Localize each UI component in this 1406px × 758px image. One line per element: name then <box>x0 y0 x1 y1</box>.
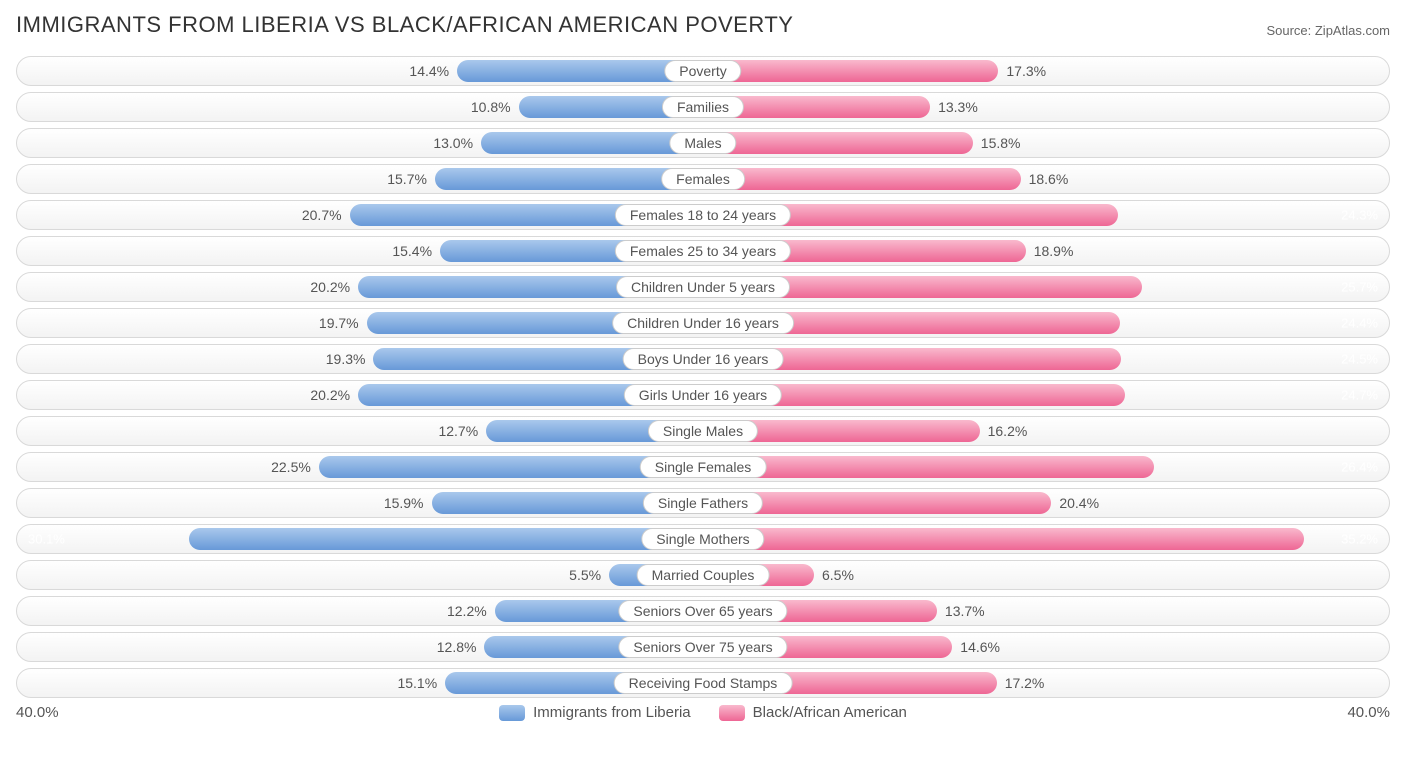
chart-title: IMMIGRANTS FROM LIBERIA VS BLACK/AFRICAN… <box>16 12 793 38</box>
chart-row: 12.8% 14.6% Seniors Over 75 years <box>16 632 1390 662</box>
category-label: Single Mothers <box>641 528 764 550</box>
chart-row: 5.5% 6.5% Married Couples <box>16 560 1390 590</box>
value-right: 35.2% <box>1341 532 1378 547</box>
category-label: Poverty <box>664 60 741 82</box>
category-label: Single Males <box>648 420 758 442</box>
legend-item-right: Black/African American <box>719 704 907 721</box>
chart-row: 30.1% 35.2% Single Mothers <box>16 524 1390 554</box>
value-left: 15.9% <box>384 495 424 511</box>
value-right: 18.9% <box>1034 243 1074 259</box>
category-label: Seniors Over 75 years <box>618 636 787 658</box>
chart-row: 22.5% 26.4% Single Females <box>16 452 1390 482</box>
category-label: Males <box>669 132 736 154</box>
chart-row: 19.3% 24.5% Boys Under 16 years <box>16 344 1390 374</box>
category-label: Single Females <box>640 456 767 478</box>
value-left: 10.8% <box>471 99 511 115</box>
legend-swatch-left <box>499 705 525 721</box>
bar-right <box>703 132 973 154</box>
value-right: 17.3% <box>1006 63 1046 79</box>
category-label: Children Under 16 years <box>612 312 794 334</box>
bar-right <box>703 456 1154 478</box>
category-label: Girls Under 16 years <box>624 384 782 406</box>
value-right: 13.3% <box>938 99 978 115</box>
value-left: 15.7% <box>387 171 427 187</box>
bar-right <box>703 528 1304 550</box>
chart-row: 20.2% 24.7% Girls Under 16 years <box>16 380 1390 410</box>
category-label: Married Couples <box>637 564 770 586</box>
chart-row: 15.7% 18.6% Females <box>16 164 1390 194</box>
axis-max-right: 40.0% <box>1310 704 1390 721</box>
value-left: 20.7% <box>302 207 342 223</box>
category-label: Children Under 5 years <box>616 276 790 298</box>
value-left: 15.4% <box>392 243 432 259</box>
value-right: 20.4% <box>1059 495 1099 511</box>
value-right: 17.2% <box>1005 675 1045 691</box>
value-right: 13.7% <box>945 603 985 619</box>
value-left: 12.2% <box>447 603 487 619</box>
legend-item-left: Immigrants from Liberia <box>499 704 691 721</box>
value-right: 26.4% <box>1341 460 1378 475</box>
bar-left <box>189 528 703 550</box>
value-left: 15.1% <box>397 675 437 691</box>
category-label: Families <box>662 96 744 118</box>
chart-row: 12.2% 13.7% Seniors Over 65 years <box>16 596 1390 626</box>
category-label: Seniors Over 65 years <box>618 600 787 622</box>
value-left: 19.3% <box>326 351 366 367</box>
chart-row: 14.4% 17.3% Poverty <box>16 56 1390 86</box>
legend-label-left: Immigrants from Liberia <box>533 704 691 721</box>
chart-row: 13.0% 15.8% Males <box>16 128 1390 158</box>
legend-swatch-right <box>719 705 745 721</box>
value-right: 18.6% <box>1029 171 1069 187</box>
value-right: 25.7% <box>1341 280 1378 295</box>
axis-max-left: 40.0% <box>16 704 96 721</box>
legend: Immigrants from Liberia Black/African Am… <box>499 704 907 721</box>
chart-row: 20.2% 25.7% Children Under 5 years <box>16 272 1390 302</box>
value-left: 13.0% <box>433 135 473 151</box>
chart-row: 15.4% 18.9% Females 25 to 34 years <box>16 236 1390 266</box>
value-left: 14.4% <box>409 63 449 79</box>
value-left: 22.5% <box>271 459 311 475</box>
value-left: 19.7% <box>319 315 359 331</box>
chart-row: 15.9% 20.4% Single Fathers <box>16 488 1390 518</box>
chart-row: 12.7% 16.2% Single Males <box>16 416 1390 446</box>
chart-row: 15.1% 17.2% Receiving Food Stamps <box>16 668 1390 698</box>
value-left: 12.8% <box>437 639 477 655</box>
value-right: 15.8% <box>981 135 1021 151</box>
legend-label-right: Black/African American <box>753 704 907 721</box>
value-right: 24.7% <box>1341 388 1378 403</box>
value-left: 30.1% <box>28 532 65 547</box>
chart-source: Source: ZipAtlas.com <box>1266 23 1390 38</box>
value-right: 6.5% <box>822 567 854 583</box>
chart-area: 14.4% 17.3% Poverty 10.8% 13.3% Families 13.0%… <box>16 56 1390 698</box>
bar-right <box>703 60 998 82</box>
chart-row: 19.7% 24.4% Children Under 16 years <box>16 308 1390 338</box>
value-left: 20.2% <box>310 387 350 403</box>
value-right: 24.3% <box>1341 208 1378 223</box>
category-label: Females 25 to 34 years <box>615 240 791 262</box>
chart-row: 20.7% 24.3% Females 18 to 24 years <box>16 200 1390 230</box>
category-label: Females 18 to 24 years <box>615 204 791 226</box>
bar-right <box>703 168 1021 190</box>
category-label: Boys Under 16 years <box>623 348 784 370</box>
category-label: Receiving Food Stamps <box>614 672 793 694</box>
value-right: 14.6% <box>960 639 1000 655</box>
value-right: 16.2% <box>988 423 1028 439</box>
value-left: 5.5% <box>569 567 601 583</box>
value-left: 20.2% <box>310 279 350 295</box>
category-label: Females <box>661 168 745 190</box>
chart-row: 10.8% 13.3% Families <box>16 92 1390 122</box>
value-left: 12.7% <box>438 423 478 439</box>
value-right: 24.5% <box>1341 352 1378 367</box>
category-label: Single Fathers <box>643 492 763 514</box>
value-right: 24.4% <box>1341 316 1378 331</box>
